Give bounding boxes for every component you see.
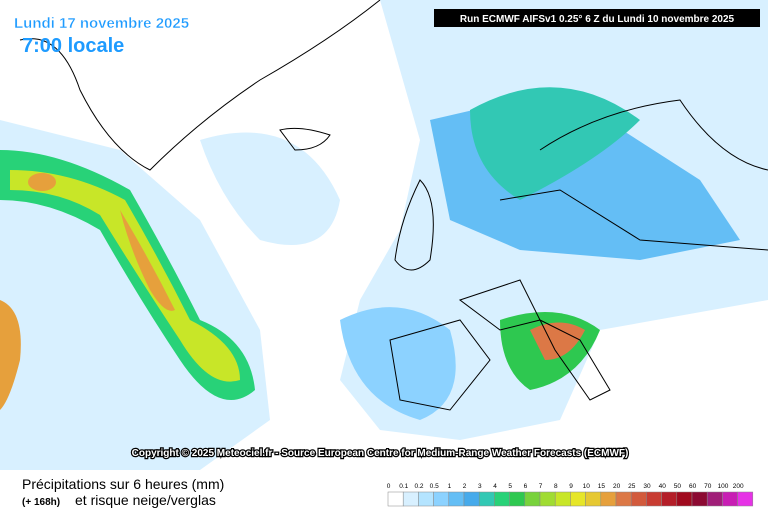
footer-offset: (+ 168h) xyxy=(22,497,60,508)
coastlines xyxy=(19,0,768,411)
legend-swatch xyxy=(615,491,632,507)
date: Lundi 17 novembre 2025 xyxy=(14,15,189,32)
precip-band xyxy=(120,210,175,311)
legend-swatch xyxy=(418,491,434,507)
legend-swatch xyxy=(722,491,738,507)
legend-label: 7 xyxy=(539,483,543,490)
legend-swatch xyxy=(691,491,708,507)
legend-swatch xyxy=(737,491,754,507)
precip-light xyxy=(200,132,340,245)
precip-heavy xyxy=(470,87,640,200)
legend-swatch xyxy=(387,491,404,507)
precip-core xyxy=(0,300,21,410)
legend-label: 0.1 xyxy=(399,483,408,490)
legend-label: 3 xyxy=(478,483,482,490)
precip-core xyxy=(28,173,56,191)
legend-swatch xyxy=(676,491,693,507)
run-info: Run ECMWF AIFSv1 0.25° 6 Z du Lundi 10 n… xyxy=(460,14,735,25)
legend-swatch xyxy=(570,491,586,507)
precip-moderate xyxy=(340,307,456,420)
legend-label: 10 xyxy=(583,483,591,490)
legend-swatch xyxy=(661,491,678,507)
legend-label: 20 xyxy=(613,483,621,490)
legend: 0 0.1 0.2 0.5 1 2 3 4 5 6 7 8 9 10 15 20 25 30 40 50 60 70 100… xyxy=(387,483,754,507)
legend-label: 100 xyxy=(718,483,729,490)
legend-swatch xyxy=(402,491,419,507)
legend-label: 4 xyxy=(493,483,497,490)
legend-swatch xyxy=(494,491,510,507)
legend-label: 6 xyxy=(524,483,528,490)
footer-subtitle: et risque neige/verglas xyxy=(75,492,216,508)
legend-label: 2 xyxy=(463,483,467,490)
legend-swatch xyxy=(630,491,647,507)
precip-intense xyxy=(530,322,585,360)
precip-band xyxy=(10,170,240,382)
footer-title: Précipitations sur 6 heures (mm) xyxy=(22,476,224,492)
legend-label: 15 xyxy=(598,483,606,490)
legend-swatch xyxy=(524,491,541,507)
legend-label: 5 xyxy=(508,483,512,490)
legend-label: 30 xyxy=(643,483,651,490)
legend-label: 40 xyxy=(659,483,667,490)
legend-label: 0 xyxy=(387,483,391,490)
legend-swatch xyxy=(600,491,617,507)
legend-label: 1 xyxy=(448,483,452,490)
legend-label: 0.2 xyxy=(414,483,423,490)
legend-swatch xyxy=(433,491,450,507)
legend-swatch xyxy=(463,491,480,507)
legend-label: 70 xyxy=(704,483,712,490)
legend-swatch xyxy=(478,491,495,507)
run-box xyxy=(434,9,760,27)
copyright: Copyright © 2025 Meteociel.fr - Source E… xyxy=(132,448,629,459)
legend-label: 25 xyxy=(628,483,636,490)
legend-swatch xyxy=(706,491,723,507)
legend-label: 50 xyxy=(674,483,682,490)
legend-label: 8 xyxy=(554,483,558,490)
legend-swatch xyxy=(539,491,556,507)
legend-swatch xyxy=(448,491,465,507)
legend-label: 60 xyxy=(689,483,697,490)
legend-swatch xyxy=(585,491,602,507)
time: 7:00 locale xyxy=(22,35,124,57)
legend-swatch xyxy=(509,491,526,507)
legend-label: 9 xyxy=(569,483,573,490)
legend-swatch xyxy=(646,491,662,507)
legend-label: 200 xyxy=(733,483,744,490)
legend-label: 0.5 xyxy=(430,483,439,490)
legend-swatch xyxy=(554,491,571,507)
